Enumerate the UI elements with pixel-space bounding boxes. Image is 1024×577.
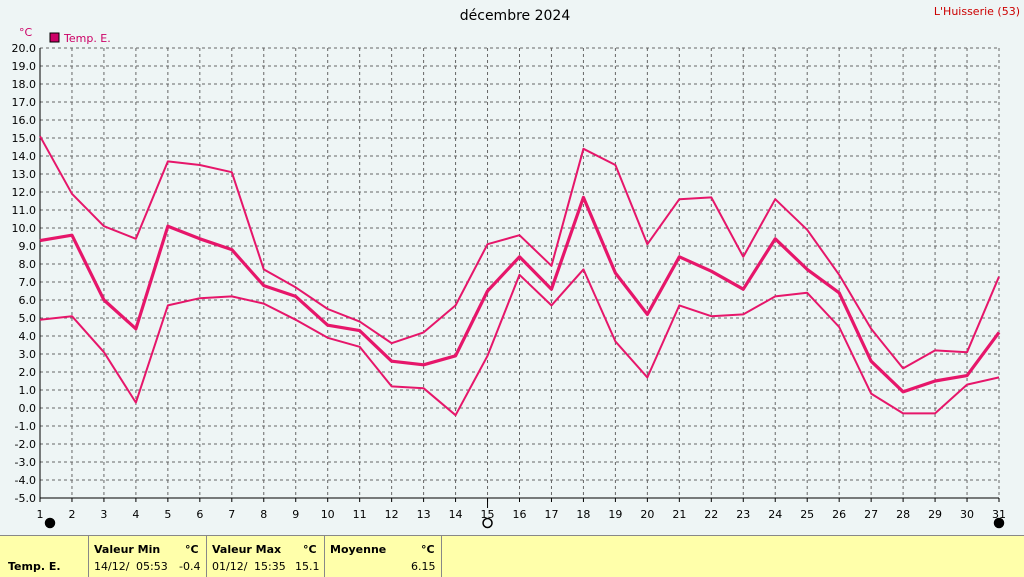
y-tick-label: 9.0: [19, 240, 37, 253]
y-tick-label: 4.0: [19, 330, 37, 343]
y-tick-label: -2.0: [15, 438, 36, 451]
y-unit-label: °C: [19, 26, 33, 39]
x-tick-label: 7: [228, 508, 235, 521]
y-tick-label: 18.0: [12, 78, 37, 91]
x-tick-label: 19: [608, 508, 622, 521]
footer-series-label: Temp. E.: [8, 560, 61, 573]
legend-swatch: [49, 32, 60, 43]
x-tick-label: 17: [544, 508, 558, 521]
x-tick-label: 30: [960, 508, 974, 521]
y-tick-label: 16.0: [12, 114, 37, 127]
y-tick-label: 2.0: [19, 366, 37, 379]
x-tick-label: 18: [576, 508, 590, 521]
x-tick-label: 29: [928, 508, 942, 521]
x-tick-label: 27: [864, 508, 878, 521]
max-header: Valeur Max: [212, 543, 282, 556]
min-unit: °C: [185, 543, 199, 556]
x-tick-label: 12: [385, 508, 399, 521]
y-tick-label: 14.0: [12, 150, 37, 163]
y-tick-label: 3.0: [19, 348, 37, 361]
y-tick-label: 12.0: [12, 186, 37, 199]
x-tick-label: 20: [640, 508, 654, 521]
mean-unit: °C: [421, 543, 435, 556]
y-tick-label: 0.0: [19, 402, 37, 415]
y-tick-label: -3.0: [15, 456, 36, 469]
x-tick-label: 9: [292, 508, 299, 521]
series-line-max: [39, 135, 1000, 370]
new-moon-marker: [993, 517, 1005, 529]
y-tick-label: 20.0: [12, 42, 37, 55]
x-tick-label: 31: [992, 508, 1006, 521]
mean-value: 6.15: [411, 560, 436, 573]
chart-title: décembre 2024: [460, 8, 571, 24]
y-tick-label: 7.0: [19, 276, 37, 289]
temperature-chart: décembre 2024 L'Huisserie (53) °C Temp. …: [12, 5, 1020, 529]
full-moon-marker: [482, 517, 493, 529]
x-tick-label: 23: [736, 508, 750, 521]
x-tick-label: 15: [481, 508, 495, 521]
x-tick-label: 6: [196, 508, 203, 521]
x-tick-label: 14: [449, 508, 463, 521]
new-moon-marker: [44, 517, 56, 529]
x-tick-label: 16: [513, 508, 527, 521]
y-tick-label: 1.0: [19, 384, 37, 397]
max-date: 01/12/: [212, 560, 248, 573]
footer-mean-cell: Moyenne °C 6.15: [325, 536, 442, 577]
y-tick-label: 15.0: [12, 132, 37, 145]
y-tick-label: -4.0: [15, 474, 36, 487]
x-tick-label: 8: [260, 508, 267, 521]
x-tick-label: 26: [832, 508, 846, 521]
footer-min-cell: Valeur Min °C 14/12/ 05:53 -0.4: [89, 536, 207, 577]
footer-label-cell: Temp. E.: [0, 536, 89, 577]
footer-max-cell: Valeur Max °C 01/12/ 15:35 15.1: [207, 536, 325, 577]
x-tick-label: 4: [132, 508, 139, 521]
y-tick-label: 8.0: [19, 258, 37, 271]
min-time: 05:53: [136, 560, 168, 573]
y-tick-label: 11.0: [12, 204, 37, 217]
x-tick-label: 10: [321, 508, 335, 521]
x-tick-label: 11: [353, 508, 367, 521]
max-time: 15:35: [254, 560, 286, 573]
y-tick-label: 5.0: [19, 312, 37, 325]
y-tick-label: 10.0: [12, 222, 37, 235]
legend-label: Temp. E.: [63, 32, 111, 45]
max-unit: °C: [303, 543, 317, 556]
x-tick-label: 5: [164, 508, 171, 521]
x-tick-label: 28: [896, 508, 910, 521]
stats-footer: Temp. E. Valeur Min °C 14/12/ 05:53 -0.4…: [0, 535, 1024, 577]
plot-area: -5.0 -4.0 -3.0 -2.0 -1.0 0.0 1.0 2.0 3.0 4.0 5.0 6.…: [12, 42, 1006, 529]
x-tick-label: 25: [800, 508, 814, 521]
location-label: L'Huisserie (53): [934, 5, 1020, 18]
series-line-min: [39, 268, 1000, 417]
y-tick-label: 17.0: [12, 96, 37, 109]
x-tick-label: 22: [704, 508, 718, 521]
y-tick-label: 19.0: [12, 60, 37, 73]
mean-header: Moyenne: [330, 543, 387, 556]
x-tick-label: 1: [37, 508, 44, 521]
y-tick-label: -5.0: [15, 492, 36, 505]
min-header: Valeur Min: [94, 543, 161, 556]
max-value: 15.1: [295, 560, 320, 573]
x-tick-label: 24: [768, 508, 782, 521]
x-tick-label: 13: [417, 508, 431, 521]
y-tick-label: 13.0: [12, 168, 37, 181]
series-line-mean: [39, 195, 1001, 394]
y-tick-label: 6.0: [19, 294, 37, 307]
min-value: -0.4: [179, 560, 201, 573]
x-tick-label: 3: [100, 508, 107, 521]
min-date: 14/12/: [94, 560, 130, 573]
x-tick-label: 2: [68, 508, 75, 521]
y-tick-label: -1.0: [15, 420, 36, 433]
x-tick-label: 21: [672, 508, 686, 521]
